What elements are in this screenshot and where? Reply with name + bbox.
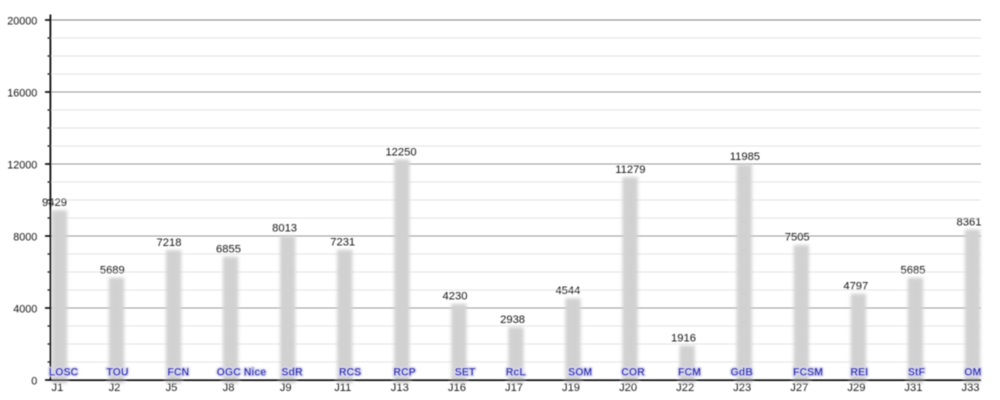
svg-text:12000: 12000	[7, 160, 37, 172]
svg-text:7505: 7505	[785, 232, 810, 244]
svg-text:GdB: GdB	[731, 367, 754, 379]
svg-text:5689: 5689	[100, 264, 125, 276]
svg-text:J8: J8	[223, 382, 235, 394]
svg-text:8361: 8361	[957, 216, 982, 228]
svg-text:12250: 12250	[385, 146, 416, 158]
svg-text:COR: COR	[621, 367, 645, 379]
svg-text:OGC Nice: OGC Nice	[217, 367, 267, 379]
svg-text:SET: SET	[455, 367, 476, 379]
svg-text:7231: 7231	[330, 237, 355, 249]
svg-text:J13: J13	[391, 382, 409, 394]
svg-text:RCS: RCS	[339, 367, 361, 379]
svg-text:StF: StF	[908, 367, 926, 379]
svg-text:7218: 7218	[157, 237, 182, 249]
svg-text:J11: J11	[334, 382, 351, 394]
svg-text:J9: J9	[280, 382, 292, 394]
svg-text:SOM: SOM	[568, 367, 592, 379]
svg-text:J29: J29	[847, 382, 865, 394]
svg-text:SdR: SdR	[281, 367, 303, 379]
svg-text:2938: 2938	[500, 314, 525, 326]
svg-text:REI: REI	[850, 367, 868, 379]
svg-text:4544: 4544	[555, 285, 580, 297]
svg-text:20000: 20000	[7, 16, 37, 28]
svg-text:J5: J5	[166, 382, 178, 394]
svg-text:J16: J16	[448, 382, 466, 394]
svg-text:8000: 8000	[13, 232, 37, 244]
svg-text:8013: 8013	[272, 223, 297, 235]
svg-text:RcL: RcL	[506, 367, 527, 379]
svg-text:4797: 4797	[843, 280, 868, 292]
svg-text:J31: J31	[904, 382, 922, 394]
svg-text:TOU: TOU	[106, 367, 128, 379]
svg-text:J27: J27	[790, 382, 808, 394]
svg-text:6855: 6855	[216, 243, 241, 255]
svg-text:FCM: FCM	[678, 367, 701, 379]
svg-text:J23: J23	[733, 382, 751, 394]
svg-text:J22: J22	[676, 382, 694, 394]
svg-text:SET: SET	[455, 367, 476, 379]
svg-text:5685: 5685	[901, 264, 926, 276]
svg-text:J2: J2	[109, 382, 121, 394]
svg-text:J1: J1	[51, 382, 63, 394]
svg-text:OM: OM	[964, 367, 981, 379]
svg-text:9429: 9429	[42, 197, 67, 209]
svg-text:SdR: SdR	[281, 367, 303, 379]
svg-text:OGC Nice: OGC Nice	[217, 367, 267, 379]
svg-text:11279: 11279	[615, 164, 645, 176]
svg-text:1916: 1916	[671, 332, 696, 344]
svg-text:J17: J17	[505, 382, 523, 394]
svg-text:FCN: FCN	[167, 367, 189, 379]
svg-text:4000: 4000	[13, 304, 37, 316]
svg-text:16000: 16000	[7, 88, 37, 100]
svg-text:11985: 11985	[730, 151, 760, 163]
svg-text:COR: COR	[621, 367, 645, 379]
svg-text:FCSM: FCSM	[793, 367, 823, 379]
svg-text:FCM: FCM	[678, 367, 701, 379]
svg-text:LOSC: LOSC	[49, 367, 79, 379]
svg-text:TOU: TOU	[106, 367, 128, 379]
svg-text:LOSC: LOSC	[49, 367, 79, 379]
svg-text:REI: REI	[850, 367, 868, 379]
svg-text:J19: J19	[562, 382, 580, 394]
svg-text:FCN: FCN	[167, 367, 189, 379]
svg-text:StF: StF	[908, 367, 926, 379]
svg-text:GdB: GdB	[731, 367, 754, 379]
svg-text:RcL: RcL	[506, 367, 527, 379]
svg-text:0: 0	[31, 376, 37, 388]
svg-text:4230: 4230	[443, 291, 468, 303]
svg-text:OM: OM	[964, 367, 981, 379]
svg-text:RCP: RCP	[393, 367, 415, 379]
svg-text:J33: J33	[961, 382, 979, 394]
svg-text:SOM: SOM	[568, 367, 592, 379]
svg-text:FCSM: FCSM	[793, 367, 823, 379]
svg-text:RCS: RCS	[339, 367, 361, 379]
svg-text:J20: J20	[619, 382, 637, 394]
svg-text:RCP: RCP	[393, 367, 415, 379]
